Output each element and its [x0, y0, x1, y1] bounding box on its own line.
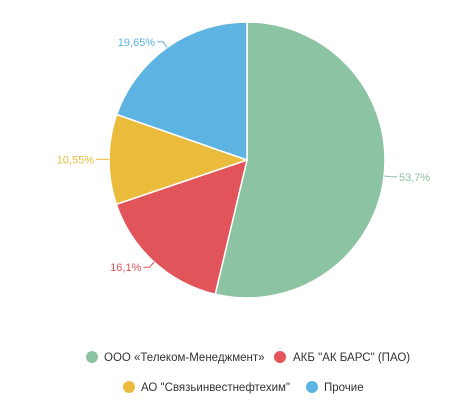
legend: ООО «Телеком-Менеджмент» АКБ "АК БАРС" (…	[86, 351, 410, 394]
data-label-svyazinvest: 10,55%	[57, 154, 95, 166]
legend-label-telecom: ООО «Телеком-Менеджмент»	[104, 352, 265, 364]
legend-item-telecom[interactable]: ООО «Телеком-Менеджмент»	[86, 351, 265, 364]
legend-marker-ak-bars	[274, 351, 286, 363]
pie-slices	[108, 21, 386, 299]
legend-item-svyazinvest[interactable]: АО "Связьинвестнефтехим"	[123, 381, 290, 394]
connector-telecom	[384, 175, 397, 178]
data-label-ak-bars: 16,1%	[110, 262, 141, 274]
data-label-telecom: 53,7%	[399, 172, 430, 184]
legend-label-ak-bars: АКБ "АК БАРС" (ПАО)	[293, 352, 410, 364]
data-labels: 53,7% 16,1% 10,55% 19,65%	[57, 37, 431, 274]
connector-ak-bars	[143, 261, 155, 268]
pie-slice-telecom[interactable]	[214, 21, 386, 299]
legend-marker-svyazinvest	[123, 381, 135, 393]
legend-label-other: Прочие	[324, 382, 364, 394]
connector-other	[157, 41, 168, 48]
label-connectors	[96, 41, 397, 268]
legend-item-ak-bars[interactable]: АКБ "АК БАРС" (ПАО)	[274, 351, 410, 364]
legend-label-svyazinvest: АО "Связьинвестнефтехим"	[141, 382, 290, 394]
legend-marker-telecom	[86, 351, 98, 363]
legend-item-other[interactable]: Прочие	[306, 381, 364, 394]
legend-marker-other	[306, 381, 318, 393]
data-label-other: 19,65%	[118, 37, 156, 49]
